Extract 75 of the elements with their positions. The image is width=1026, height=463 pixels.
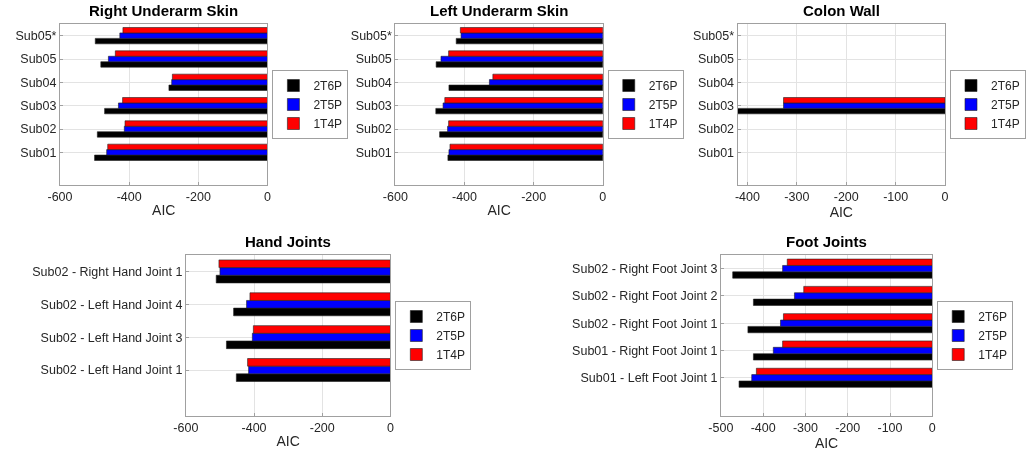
x-tick-label: -500 <box>708 421 734 435</box>
chart-title: Hand Joints <box>245 233 331 250</box>
legend-label: 2T5P <box>990 98 1020 113</box>
y-tick-label: Sub02 <box>355 122 392 137</box>
x-tick-label: -200 <box>185 190 211 204</box>
x-tick-label: -200 <box>835 421 861 435</box>
chart-title: Colon Wall <box>803 2 880 19</box>
y-tick-label: Sub05 <box>20 52 57 67</box>
x-tick-label: 0 <box>264 190 272 204</box>
y-tick-label: Sub03 <box>20 99 57 114</box>
x-tick-label: -400 <box>116 190 142 204</box>
chart-title: Left Underarm Skin <box>430 2 569 19</box>
y-tick-label: Sub03 <box>355 99 392 114</box>
y-tick-label: Sub01 <box>697 145 735 160</box>
x-tick-label: -400 <box>241 421 267 435</box>
legend-label: 1T4P <box>313 117 343 132</box>
x-tick-label: -200 <box>833 190 859 204</box>
legend-label: 1T4P <box>990 117 1020 132</box>
legend-label: 2T6P <box>978 310 1007 325</box>
chart-title: Foot Joints <box>786 233 867 250</box>
y-tick-label: Sub03 <box>697 99 735 114</box>
legend-label: 1T4P <box>978 348 1007 363</box>
x-tick-label: -400 <box>734 190 760 204</box>
y-tick-label: Sub02 - Right Foot Joint 2 <box>572 289 718 304</box>
y-tick-label: Sub02 - Right Hand Joint 1 <box>32 264 183 279</box>
y-tick-label: Sub05 <box>355 52 392 67</box>
legend-label: 2T5P <box>313 98 343 113</box>
x-tick-label: -300 <box>792 421 818 435</box>
y-tick-label: Sub04 <box>20 75 57 90</box>
x-tick-label: -400 <box>750 421 776 435</box>
legend-label: 2T5P <box>648 98 678 113</box>
x-tick-label: -600 <box>382 190 408 204</box>
y-tick-label: Sub01 <box>20 145 57 160</box>
x-axis-title: AIC <box>814 435 839 451</box>
y-tick-label: Sub02 - Left Hand Joint 3 <box>40 330 183 345</box>
legend-label: 2T6P <box>436 310 466 325</box>
y-tick-label: Sub02 <box>20 122 57 137</box>
y-tick-label: Sub02 - Left Hand Joint 4 <box>40 297 183 312</box>
y-tick-label: Sub01 - Right Foot Joint 1 <box>572 343 718 358</box>
x-axis-title: AIC <box>276 433 300 450</box>
y-tick-label: Sub02 - Right Foot Joint 1 <box>572 316 718 331</box>
x-tick-label: 0 <box>386 421 394 435</box>
y-tick-label: Sub05* <box>350 29 392 44</box>
legend-label: 2T6P <box>990 79 1020 94</box>
legend-label: 2T5P <box>436 329 466 344</box>
x-tick-label: 0 <box>928 421 936 435</box>
x-axis-title: AIC <box>152 202 176 219</box>
legend-label: 2T6P <box>313 79 343 94</box>
x-tick-label: -600 <box>47 190 73 204</box>
y-tick-label: Sub04 <box>697 75 735 90</box>
y-tick-label: Sub01 <box>355 145 392 160</box>
x-tick-label: 0 <box>599 190 607 204</box>
x-tick-label: -600 <box>173 421 199 435</box>
y-tick-label: Sub01 - Left Foot Joint 1 <box>580 371 718 386</box>
x-tick-label: -200 <box>309 421 335 435</box>
legend-label: 2T5P <box>978 329 1007 344</box>
legend-label: 1T4P <box>436 348 466 363</box>
y-tick-label: Sub02 <box>697 122 735 137</box>
legend-label: 2T6P <box>648 79 678 94</box>
x-tick-label: -200 <box>521 190 547 204</box>
y-tick-label: Sub02 - Right Foot Joint 3 <box>572 262 718 277</box>
y-tick-label: Sub05 <box>697 52 735 67</box>
y-tick-label: Sub05* <box>693 29 735 44</box>
y-tick-label: Sub05* <box>15 29 57 44</box>
x-tick-label: -100 <box>883 190 909 204</box>
legend-label: 1T4P <box>648 117 678 132</box>
y-tick-label: Sub04 <box>355 75 392 90</box>
x-axis-title: AIC <box>829 204 853 220</box>
x-tick-label: 0 <box>941 190 949 204</box>
x-tick-label: -100 <box>877 421 903 435</box>
x-axis-title: AIC <box>487 202 511 219</box>
x-tick-label: -300 <box>784 190 810 204</box>
chart-title: Right Underarm Skin <box>89 2 239 19</box>
x-tick-label: -400 <box>451 190 478 204</box>
y-tick-label: Sub02 - Left Hand Joint 1 <box>40 363 183 378</box>
